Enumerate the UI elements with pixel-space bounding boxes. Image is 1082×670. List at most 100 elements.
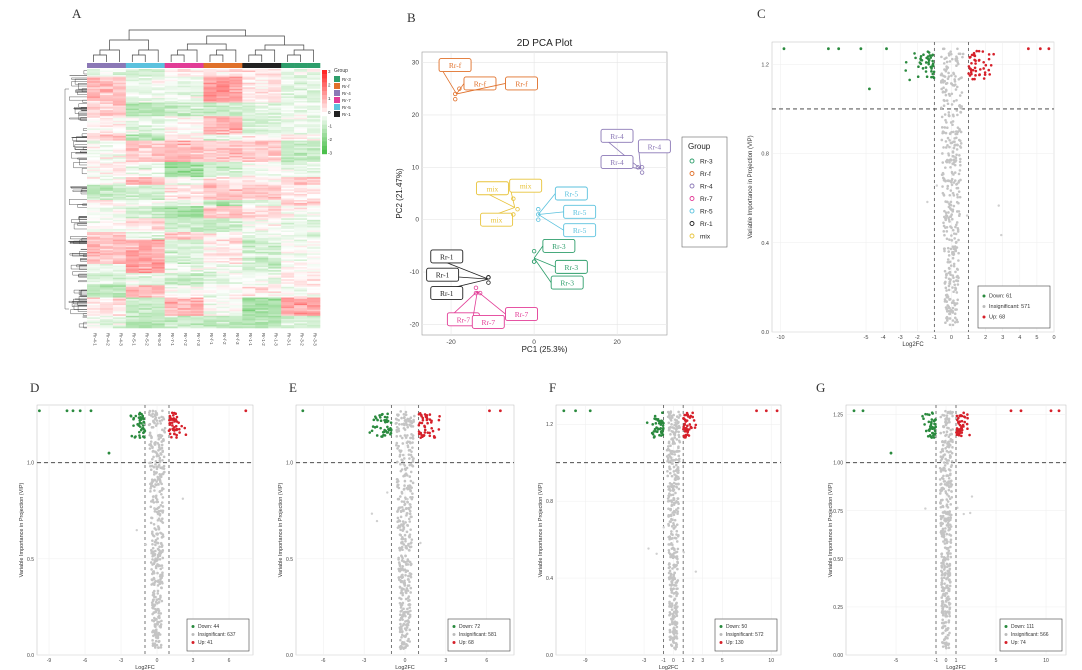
heatmap-cell <box>190 302 204 304</box>
heatmap-cell <box>216 131 230 134</box>
insignificant-point <box>956 279 960 283</box>
insignificant-point <box>954 160 957 163</box>
heatmap-cell <box>138 87 153 90</box>
insignificant-point <box>157 563 160 567</box>
heatmap-cell <box>151 102 165 105</box>
down-point <box>129 414 133 417</box>
heatmap-cell <box>255 280 269 283</box>
heatmap-cell <box>242 183 256 186</box>
insignificant-point <box>398 506 402 509</box>
heatmap-cell <box>294 88 308 91</box>
heatmap-cell <box>151 286 165 289</box>
heatmap-cell <box>294 78 308 80</box>
heatmap-cell <box>216 171 230 173</box>
heatmap-cell <box>255 99 269 102</box>
pca-point-label: Rr-1 <box>440 252 454 261</box>
heatmap-cell <box>294 254 308 257</box>
heatmap-cell <box>177 228 191 231</box>
heatmap-cell <box>87 164 101 167</box>
heatmap-cell <box>255 104 269 106</box>
pca-point-label: Rr-4 <box>610 158 624 167</box>
heatmap-cell <box>151 311 165 314</box>
insignificant-point <box>957 214 961 218</box>
heatmap-cell <box>125 131 140 134</box>
heatmap-cell <box>125 193 140 196</box>
down-point <box>931 72 935 76</box>
heatmap-cell <box>268 73 282 76</box>
heatmap-cell <box>307 192 321 195</box>
heatmap-cell <box>99 79 114 82</box>
heatmap-cell <box>255 256 269 259</box>
heatmap-cell <box>125 143 140 146</box>
heatmap-cell <box>99 105 114 108</box>
heatmap-cell <box>87 114 101 117</box>
heatmap-cell <box>268 222 282 225</box>
heatmap-cell <box>268 315 282 318</box>
heatmap-cell <box>268 160 282 163</box>
down-point <box>927 51 931 54</box>
down-point <box>885 47 888 51</box>
heatmap-cell <box>268 273 282 275</box>
insignificant-point <box>951 57 954 61</box>
heatmap-cell <box>281 143 295 146</box>
insignificant-point <box>951 162 955 165</box>
insignificant-point <box>161 496 165 499</box>
insignificant-point <box>155 608 159 612</box>
heatmap-cell <box>229 280 243 283</box>
heatmap-cell <box>112 125 127 128</box>
color-scale-segment <box>322 112 327 117</box>
heatmap-cell <box>216 163 230 166</box>
heatmap-cell <box>216 110 230 112</box>
heatmap-cell <box>216 256 230 259</box>
heatmap-cell <box>190 294 204 297</box>
heatmap-cell <box>307 200 321 202</box>
pca-label-box <box>430 249 464 264</box>
volcano-grid <box>772 42 1055 333</box>
insignificant-point <box>406 524 410 527</box>
heatmap-cell <box>242 235 256 237</box>
heatmap-cell <box>99 113 114 116</box>
insignificant-point <box>401 618 404 621</box>
insignificant-point <box>149 521 153 525</box>
heatmap-cell <box>229 85 243 88</box>
heatmap-cell <box>112 107 127 109</box>
heatmap-cell <box>216 125 230 128</box>
heatmap-cell <box>255 193 269 196</box>
heatmap-cell <box>87 132 101 135</box>
heatmap-cell <box>177 247 191 250</box>
heatmap-cell <box>216 292 230 295</box>
heatmap-cell <box>281 241 295 243</box>
heatmap-cell <box>281 93 295 96</box>
heatmap-cell <box>112 270 127 272</box>
heatmap-cell <box>125 251 140 254</box>
heatmap-cell <box>216 216 230 219</box>
heatmap-cell <box>112 320 127 323</box>
heatmap-cell <box>294 247 308 250</box>
insignificant-point <box>156 580 160 583</box>
heatmap-cell <box>151 265 165 268</box>
heatmap-cell <box>229 113 243 116</box>
pca-point <box>635 165 641 170</box>
heatmap-cell <box>190 178 204 181</box>
insignificant-point <box>400 506 404 509</box>
heatmap-cell <box>229 311 243 314</box>
heatmap-cell <box>203 315 217 318</box>
insignificant-point <box>395 443 398 447</box>
heatmap-cell <box>203 120 217 123</box>
dendrogram-link <box>131 54 146 62</box>
heatmap-cell <box>87 317 101 320</box>
heatmap-cell <box>281 91 295 94</box>
heatmap-cell <box>87 213 101 216</box>
row-dendrogram-link <box>75 89 87 93</box>
heatmap-cell <box>242 97 256 100</box>
heatmap-cell <box>307 117 321 120</box>
heatmap-cell <box>203 289 217 292</box>
heatmap-cell <box>87 230 101 233</box>
heatmap-cell <box>151 283 165 286</box>
heatmap-cell <box>190 253 204 256</box>
heatmap-cell <box>190 192 204 195</box>
insignificant-point <box>948 193 952 197</box>
heatmap-cell <box>87 286 101 289</box>
heatmap-cell <box>229 73 243 76</box>
heatmap-cell <box>164 209 178 211</box>
